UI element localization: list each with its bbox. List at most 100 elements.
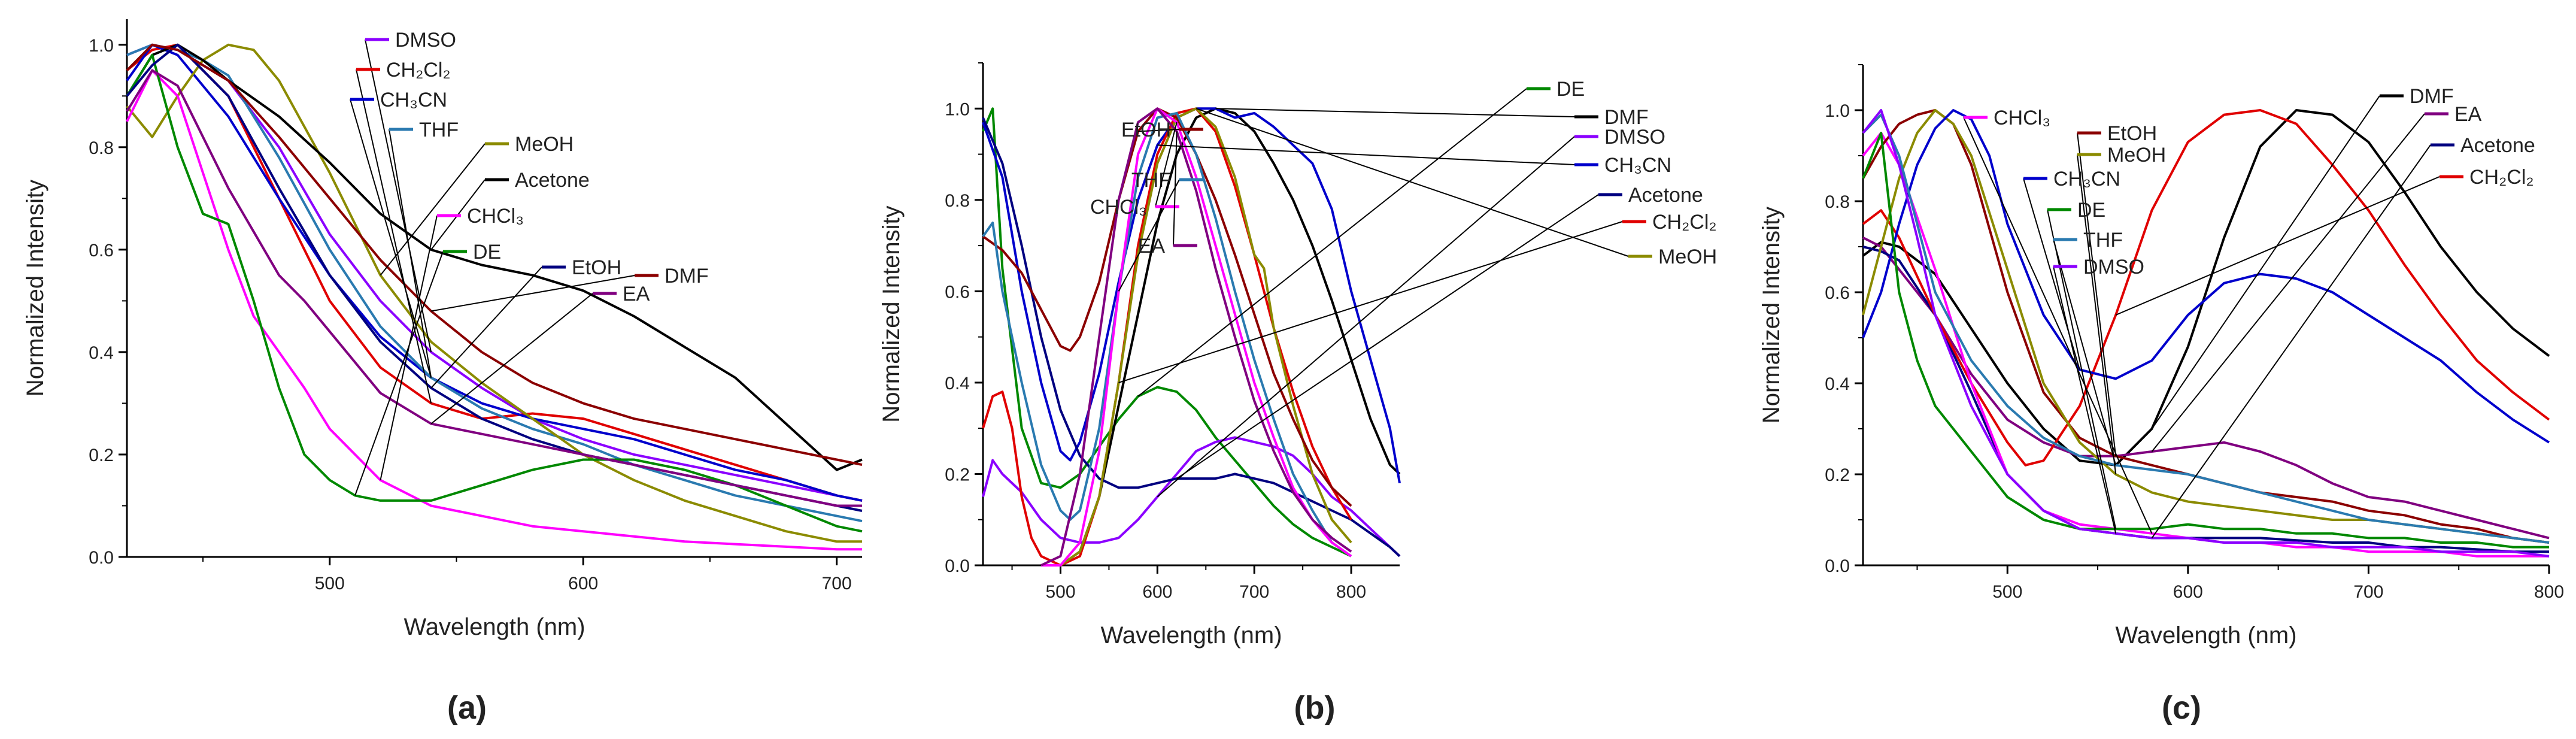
x-tick-label: 600 <box>2173 582 2203 602</box>
y-tick-label: 0.2 <box>945 465 970 484</box>
legend-leader-line <box>354 251 444 496</box>
series-line-10 <box>1040 107 1352 567</box>
panel-label: (c) <box>2162 690 2201 726</box>
legend-leader-line <box>430 266 542 389</box>
x-tick-label: 500 <box>1992 582 2022 602</box>
legend-label: EtOH <box>1121 119 1171 141</box>
series-line-9 <box>1862 113 2550 544</box>
series-line-1 <box>1862 237 2550 540</box>
series-line-0 <box>982 107 1352 558</box>
legend-leader-line <box>430 275 635 312</box>
legend-leader-line <box>2077 132 2117 456</box>
series-line-10 <box>126 69 862 507</box>
x-tick-label: 700 <box>2353 582 2383 602</box>
legend-leader-line <box>2053 266 2117 534</box>
series-line-7 <box>126 53 863 533</box>
legend-label: Acetone <box>2460 134 2535 157</box>
y-axis-title: Normalized Intensity <box>22 180 48 396</box>
series-line-2 <box>126 43 863 502</box>
panel-b: 500 600 700 800 0.0 0.2 0.4 0.6 0.8 1.0 Wavelength… <box>878 62 1717 726</box>
legend-label: DMF <box>2410 85 2454 108</box>
legend-leader-line <box>1173 131 1178 246</box>
y-tick-label: 0.6 <box>1825 283 1850 303</box>
legend-leader-line <box>1157 136 1575 498</box>
legend-label: EtOH <box>2107 122 2157 145</box>
legend-label: Acetone <box>1628 184 1703 207</box>
legend-label: DMF <box>665 265 709 287</box>
y-tick-label: 0.8 <box>1825 192 1850 212</box>
legend-label: CH₃CN <box>380 89 447 111</box>
x-tick-label: 500 <box>1045 582 1075 602</box>
series-line-4 <box>982 117 1401 558</box>
y-tick-label: 0.8 <box>89 138 114 158</box>
legend-leader-line <box>2151 144 2431 538</box>
legend-label: MeOH <box>1658 246 1717 268</box>
legend-leader-line <box>1963 117 2153 534</box>
y-axis-title: Normalized Intensity <box>878 205 905 422</box>
legend-leader-line <box>350 99 432 378</box>
legend-leader-line <box>1155 122 1178 207</box>
legend-leader-line <box>1137 88 1527 397</box>
legend-label: DMSO <box>1604 126 1665 149</box>
legend-label: DMF <box>1604 106 1649 129</box>
y-tick-label: 0.8 <box>945 191 970 211</box>
legend-label: EA <box>2454 103 2482 126</box>
x-tick-label: 800 <box>2534 582 2564 602</box>
series-line-9 <box>126 43 863 467</box>
x-tick-label: 800 <box>1336 582 1366 602</box>
legend-label: DE <box>2077 199 2105 222</box>
legend-leader-line <box>430 293 593 425</box>
y-tick-label: 0.4 <box>89 343 114 363</box>
legend-label: CHCl₃ <box>1090 196 1147 219</box>
legend-leader-line <box>1137 129 1180 132</box>
series-line-8 <box>1862 132 2549 549</box>
y-tick-label: 1.0 <box>1825 101 1850 121</box>
legend-label: EA <box>623 283 650 305</box>
legend-label: THF <box>419 119 459 141</box>
legend-leader-line <box>389 129 432 378</box>
legend-label: CH₂Cl₂ <box>386 59 451 81</box>
x-tick-label: 700 <box>822 574 852 593</box>
legend-label: DMSO <box>2083 256 2144 278</box>
panel-a: 500 600 700 0.0 0.2 0.4 0.6 0.8 1.0 Wavelength (n… <box>22 19 863 726</box>
y-axis-title: Normalized Intensity <box>1758 207 1785 423</box>
legend-leader-line <box>2047 209 2117 529</box>
x-axis-title: Wavelength (nm) <box>2115 622 2296 649</box>
series-line-7 <box>982 107 1352 507</box>
legend-leader-line <box>356 69 432 404</box>
panel-c: 500 600 700 800 0.0 0.2 0.4 0.6 0.8 1.0 Wavelength… <box>1758 64 2564 726</box>
series-line-6 <box>1041 107 1352 567</box>
legend-label: DE <box>1556 78 1585 101</box>
legend-label: CHCl₃ <box>467 205 524 228</box>
legend-leader-line <box>2151 113 2425 452</box>
y-tick-label: 0.0 <box>89 548 114 568</box>
legend-leader-line <box>2053 239 2117 466</box>
y-tick-label: 0.0 <box>945 556 970 576</box>
legend-label: CHCl₃ <box>1994 107 2050 129</box>
y-tick-label: 0.6 <box>89 241 114 261</box>
series-line-3 <box>1862 109 2550 467</box>
legend-leader-line <box>365 39 432 353</box>
y-tick-label: 0.4 <box>945 374 970 393</box>
series-line-10 <box>1862 109 2550 558</box>
legend-label: CH₂Cl₂ <box>2469 166 2534 189</box>
legend-label: Acetone <box>515 169 590 192</box>
x-axis-title: Wavelength (nm) <box>1100 622 1282 649</box>
x-tick-label: 600 <box>1142 582 1172 602</box>
legend-label: CH₃CN <box>1604 154 1671 177</box>
legend-label: THF <box>1131 169 1171 192</box>
series-line-2 <box>982 436 1401 558</box>
y-tick-label: 0.2 <box>89 446 114 465</box>
legend-leader-line <box>380 143 486 276</box>
legend-leader-line <box>1176 194 1599 479</box>
legend-leader-line <box>2151 95 2380 429</box>
legend-label: CH₂Cl₂ <box>1652 211 1717 234</box>
y-tick-label: 1.0 <box>945 99 970 119</box>
legend-leader-line <box>1157 144 1575 165</box>
series-line-8 <box>982 111 1352 558</box>
legend-label: DE <box>473 241 501 264</box>
series-line-9 <box>1041 107 1352 567</box>
legend-label: CH₃CN <box>2053 168 2120 190</box>
x-axis-title: Wavelength (nm) <box>403 614 585 640</box>
